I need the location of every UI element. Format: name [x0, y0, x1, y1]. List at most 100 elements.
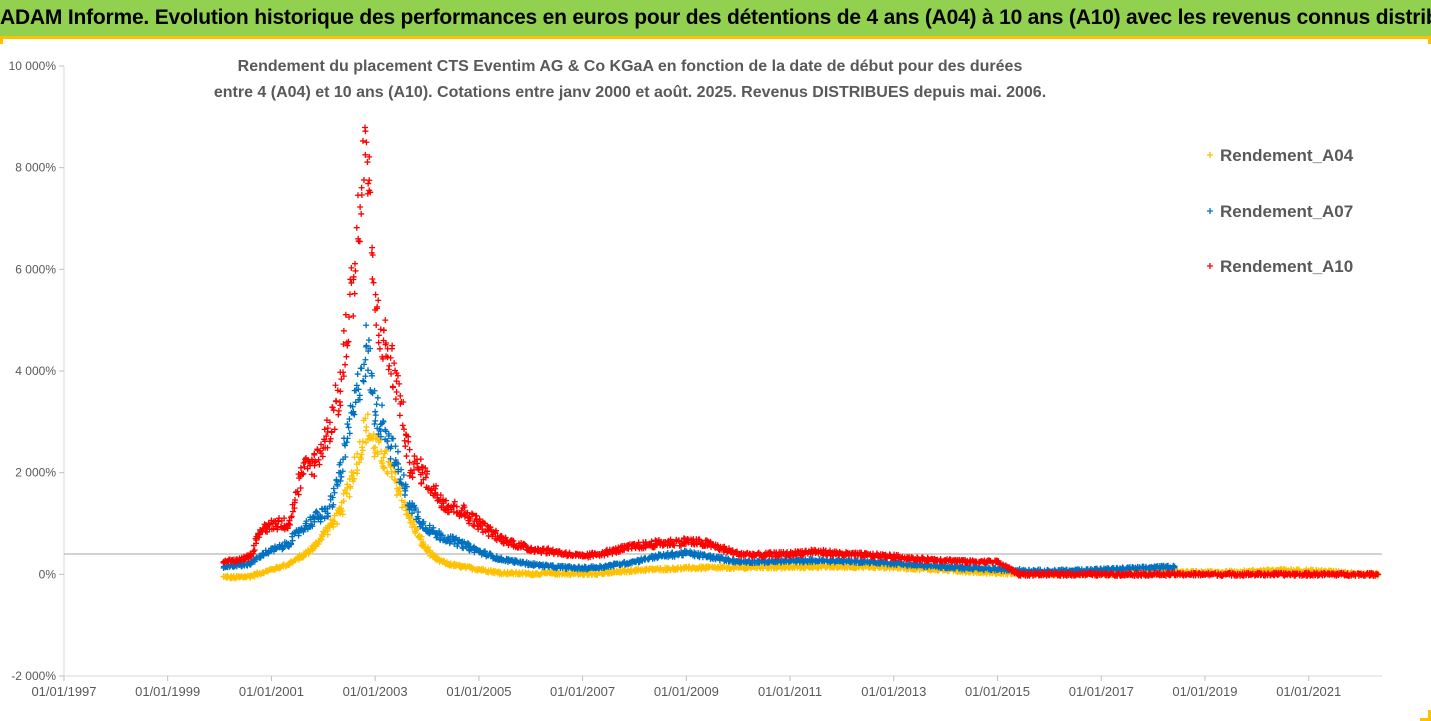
data-point [351, 475, 358, 482]
data-point [374, 451, 381, 458]
x-tick-label: 01/01/2003 [343, 684, 408, 699]
data-point [365, 337, 372, 344]
data-point [377, 428, 384, 435]
data-point [402, 487, 409, 494]
data-point [358, 210, 365, 217]
data-point [329, 494, 336, 501]
data-point [365, 180, 372, 187]
data-point [412, 505, 419, 512]
data-point [401, 499, 408, 506]
data-point [397, 392, 404, 399]
data-point [367, 345, 374, 352]
data-point [364, 411, 371, 418]
data-point [324, 527, 331, 534]
data-point [361, 361, 368, 368]
data-point [348, 264, 355, 271]
data-point [366, 177, 373, 184]
data-point [310, 513, 317, 520]
data-point [369, 244, 376, 251]
data-point [350, 410, 357, 417]
data-point [383, 447, 390, 454]
data-point [388, 435, 395, 442]
x-tick-label: 01/01/2013 [861, 684, 926, 699]
data-point [377, 433, 384, 440]
data-point [340, 498, 347, 505]
data-point [314, 509, 321, 516]
legend-item: Rendement_A04 [1207, 146, 1354, 165]
data-point [392, 443, 399, 450]
x-tick-label: 01/01/2019 [1172, 684, 1237, 699]
data-point [360, 377, 367, 384]
data-point [352, 267, 359, 274]
y-tick-label: -2 000% [11, 669, 56, 683]
data-point [351, 260, 358, 267]
data-point [334, 478, 341, 485]
data-point [331, 489, 338, 496]
x-tick-label: 01/01/2007 [550, 684, 615, 699]
data-point [397, 491, 404, 498]
data-point [344, 435, 351, 442]
data-point [396, 412, 403, 419]
data-point [334, 520, 341, 527]
data-point [400, 471, 407, 478]
data-point [251, 547, 258, 554]
data-point [295, 529, 302, 536]
data-point [370, 279, 377, 286]
data-point [385, 430, 392, 437]
data-point [363, 139, 370, 146]
data-point [343, 353, 350, 360]
chart-subtitle-line-1: Rendement du placement CTS Eventim AG & … [237, 58, 1023, 75]
data-point [382, 317, 389, 324]
data-point [401, 437, 408, 444]
data-point [376, 436, 383, 443]
data-point [356, 459, 363, 466]
chart-frame [0, 36, 1431, 721]
data-point [449, 533, 456, 540]
data-point [426, 522, 433, 529]
data-point [1295, 567, 1302, 574]
data-point [325, 513, 332, 520]
legend-marker [1207, 263, 1213, 269]
data-point [297, 464, 304, 471]
legend-marker [1207, 152, 1213, 158]
data-point [393, 389, 400, 396]
data-point [357, 204, 364, 211]
data-points [220, 124, 1382, 582]
data-point [342, 442, 349, 449]
data-point [406, 446, 413, 453]
data-point [378, 402, 385, 409]
data-point [354, 467, 361, 474]
data-point [330, 523, 337, 530]
data-point [332, 397, 339, 404]
data-point [397, 476, 404, 483]
data-point [345, 424, 352, 431]
data-point [330, 501, 337, 508]
x-tick-label: 01/01/2021 [1276, 684, 1341, 699]
data-point [358, 365, 365, 372]
data-point [363, 439, 370, 446]
data-point [384, 438, 391, 445]
data-point [407, 519, 414, 526]
data-point [454, 543, 461, 550]
x-tick-label: 01/01/2015 [965, 684, 1030, 699]
data-point [390, 384, 397, 391]
x-tick-label: 01/01/2009 [654, 684, 719, 699]
data-point [417, 456, 424, 463]
data-point [354, 371, 361, 378]
data-point [415, 509, 422, 516]
data-point [370, 445, 377, 452]
data-point [420, 518, 427, 525]
data-point [358, 184, 365, 191]
data-point [481, 548, 488, 555]
data-point [380, 454, 387, 461]
data-point [380, 418, 387, 425]
series-rendement-a10 [220, 124, 1382, 579]
data-point [363, 322, 370, 329]
frame-corner [1420, 710, 1431, 721]
x-tick-label: 01/01/2011 [758, 684, 822, 699]
data-point [344, 481, 351, 488]
data-point [342, 453, 349, 460]
legend-marker [1207, 208, 1213, 214]
data-point [391, 476, 398, 483]
data-point [337, 402, 344, 409]
